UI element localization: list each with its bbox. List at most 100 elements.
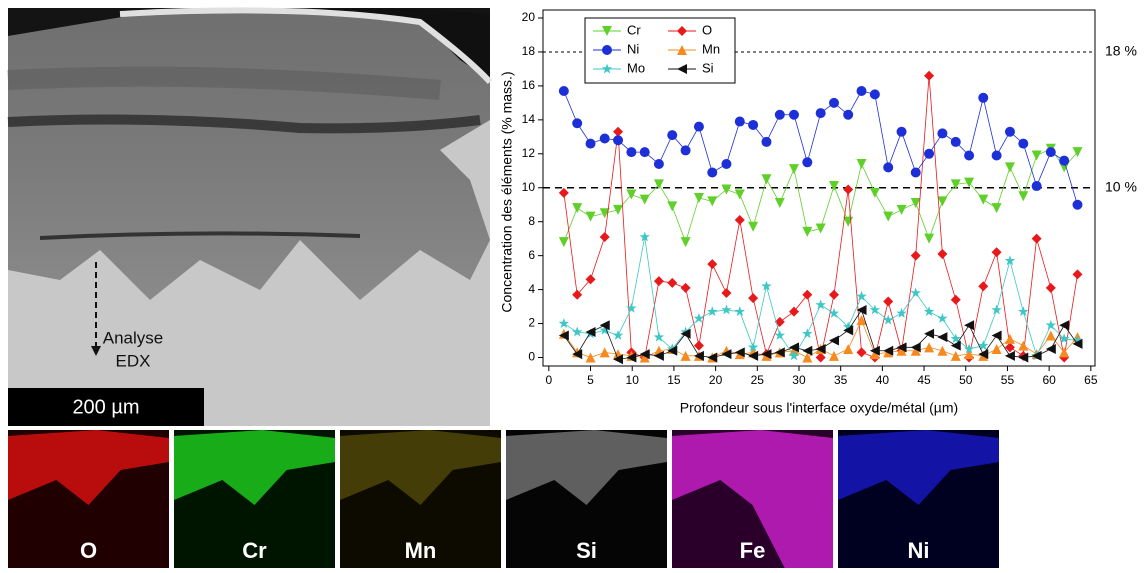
marker bbox=[802, 289, 813, 300]
marker bbox=[653, 158, 664, 169]
marker bbox=[693, 312, 705, 323]
marker bbox=[869, 345, 880, 356]
marker bbox=[1018, 306, 1029, 317]
marker bbox=[585, 274, 596, 285]
map-label: Cr bbox=[242, 538, 267, 563]
marker bbox=[748, 119, 759, 130]
marker bbox=[910, 167, 921, 178]
x-axis-label: Profondeur sous l'interface oxyde/métal … bbox=[680, 400, 958, 416]
marker bbox=[978, 281, 989, 292]
legend-marker bbox=[677, 26, 687, 36]
marker bbox=[802, 328, 813, 339]
marker bbox=[639, 231, 650, 242]
marker bbox=[896, 204, 907, 215]
marker bbox=[599, 324, 610, 335]
marker bbox=[653, 179, 664, 190]
marker bbox=[599, 347, 610, 358]
marker bbox=[978, 194, 989, 205]
arrow-head bbox=[91, 346, 101, 356]
marker bbox=[843, 344, 854, 355]
marker bbox=[991, 150, 1002, 161]
marker bbox=[856, 304, 867, 315]
marker bbox=[883, 211, 894, 222]
marker bbox=[558, 187, 569, 198]
marker bbox=[653, 350, 664, 361]
marker bbox=[1031, 233, 1042, 244]
annotation: Analyse bbox=[103, 328, 163, 347]
marker bbox=[571, 326, 583, 337]
y-tick-label: 6 bbox=[528, 248, 535, 262]
marker bbox=[882, 314, 894, 325]
reference-label: 10 % bbox=[1105, 178, 1137, 194]
marker bbox=[734, 306, 746, 317]
marker bbox=[761, 174, 772, 185]
marker bbox=[815, 223, 826, 234]
marker bbox=[721, 184, 732, 195]
marker bbox=[829, 289, 840, 300]
marker bbox=[721, 158, 732, 169]
marker bbox=[1004, 342, 1015, 353]
map-region bbox=[672, 430, 833, 568]
map-label: Mn bbox=[405, 538, 437, 563]
marker bbox=[572, 289, 583, 300]
marker bbox=[1018, 138, 1029, 149]
marker bbox=[883, 345, 894, 356]
marker bbox=[937, 248, 948, 259]
marker bbox=[856, 347, 867, 358]
y-tick-label: 14 bbox=[522, 112, 536, 126]
edx-maps: O Cr Mn Si Fe Ni bbox=[8, 430, 999, 568]
series bbox=[558, 231, 1083, 361]
marker bbox=[680, 145, 691, 156]
marker bbox=[964, 320, 975, 331]
legend-label: Cr bbox=[627, 22, 641, 37]
marker bbox=[1058, 333, 1070, 344]
marker bbox=[653, 276, 664, 287]
edx-map: Si bbox=[506, 430, 667, 568]
marker bbox=[910, 250, 921, 261]
map-background bbox=[340, 430, 501, 568]
x-tick-label: 65 bbox=[1084, 373, 1098, 387]
marker bbox=[1018, 340, 1029, 351]
marker bbox=[815, 108, 826, 119]
marker bbox=[1059, 155, 1070, 166]
marker bbox=[599, 133, 610, 144]
map-region bbox=[838, 430, 999, 505]
marker bbox=[937, 128, 948, 139]
marker bbox=[828, 307, 840, 318]
marker bbox=[707, 259, 718, 270]
marker bbox=[585, 138, 596, 149]
marker bbox=[963, 343, 975, 354]
marker bbox=[572, 203, 583, 214]
marker bbox=[991, 330, 1002, 341]
marker bbox=[869, 304, 881, 315]
marker bbox=[924, 148, 935, 159]
marker bbox=[802, 157, 813, 168]
marker bbox=[924, 342, 935, 353]
x-tick-label: 60 bbox=[1042, 373, 1056, 387]
marker bbox=[707, 196, 718, 207]
marker bbox=[788, 342, 799, 353]
marker bbox=[815, 344, 826, 355]
series bbox=[558, 304, 1083, 365]
marker bbox=[1045, 319, 1057, 330]
marker bbox=[585, 352, 596, 363]
series bbox=[558, 143, 1083, 248]
marker bbox=[910, 287, 921, 298]
marker bbox=[843, 109, 854, 120]
marker bbox=[1004, 162, 1015, 173]
series bbox=[558, 85, 1083, 210]
y-tick-label: 10 bbox=[522, 180, 536, 194]
scale-bar-label: 200 µm bbox=[72, 396, 139, 418]
sem-band bbox=[7, 66, 441, 100]
marker bbox=[613, 126, 624, 137]
marker bbox=[1031, 150, 1042, 161]
sem-crack bbox=[7, 114, 481, 134]
marker bbox=[1072, 269, 1083, 280]
marker bbox=[639, 349, 650, 360]
marker bbox=[774, 329, 786, 340]
marker bbox=[978, 92, 989, 103]
marker bbox=[639, 352, 650, 363]
marker bbox=[626, 189, 637, 200]
marker bbox=[950, 136, 961, 147]
annotation: EDX bbox=[116, 351, 151, 370]
